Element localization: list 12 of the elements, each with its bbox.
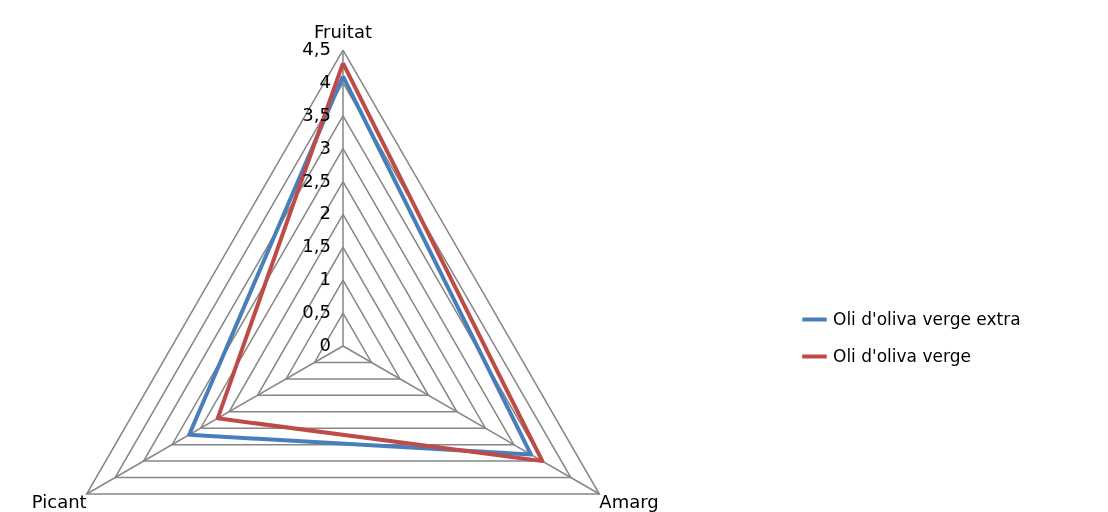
y-tick-label: 1 xyxy=(319,268,331,290)
legend-label: Oli d'oliva verge extra xyxy=(833,308,1021,329)
y-tick-label: 3 xyxy=(319,136,331,158)
legend-label: Oli d'oliva verge xyxy=(833,345,971,366)
spoke-label: Picant xyxy=(31,491,87,512)
spoke-label: Amarg xyxy=(599,491,659,512)
y-tick-label: 0,5 xyxy=(302,301,331,323)
y-tick-label: 0 xyxy=(319,334,331,355)
y-tick-label: 2,5 xyxy=(302,169,331,191)
y-tick-label: 1,5 xyxy=(302,235,331,257)
y-tick-label: 2 xyxy=(319,202,331,224)
y-tick-label: 4 xyxy=(319,70,331,92)
